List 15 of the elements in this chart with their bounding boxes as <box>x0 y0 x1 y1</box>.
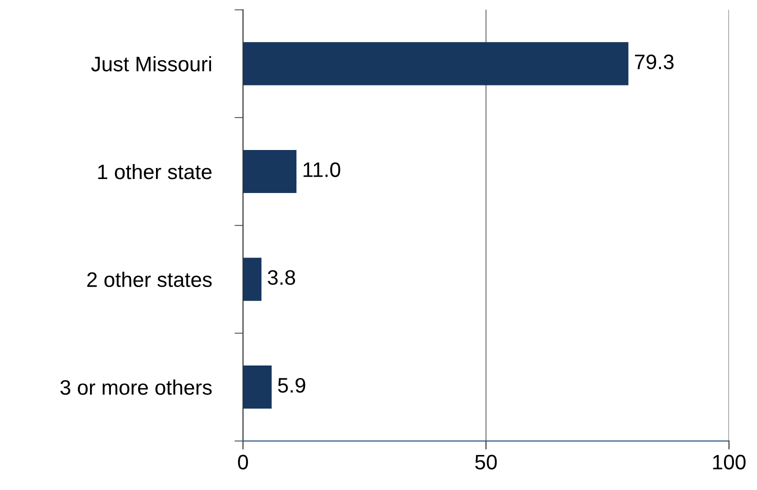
data-label: 11.0 <box>304 162 340 178</box>
y-tick-label: 1 other state <box>98 164 212 180</box>
bar <box>242 42 628 86</box>
y-tick-label: 3 or more others <box>60 380 212 395</box>
bar <box>242 366 272 409</box>
y-tick-label: 2 other states <box>87 272 212 288</box>
data-label: 79.3 <box>635 54 674 70</box>
x-tick-label: 50 <box>475 454 497 470</box>
x-tick-label: 0 <box>238 454 248 470</box>
data-label: 3.8 <box>268 270 296 285</box>
data-label: 5.9 <box>278 378 306 393</box>
x-tick-label: 100 <box>713 454 746 470</box>
bar <box>242 150 296 194</box>
bar <box>242 258 262 301</box>
y-tick-label: Just Missouri <box>91 56 212 72</box>
